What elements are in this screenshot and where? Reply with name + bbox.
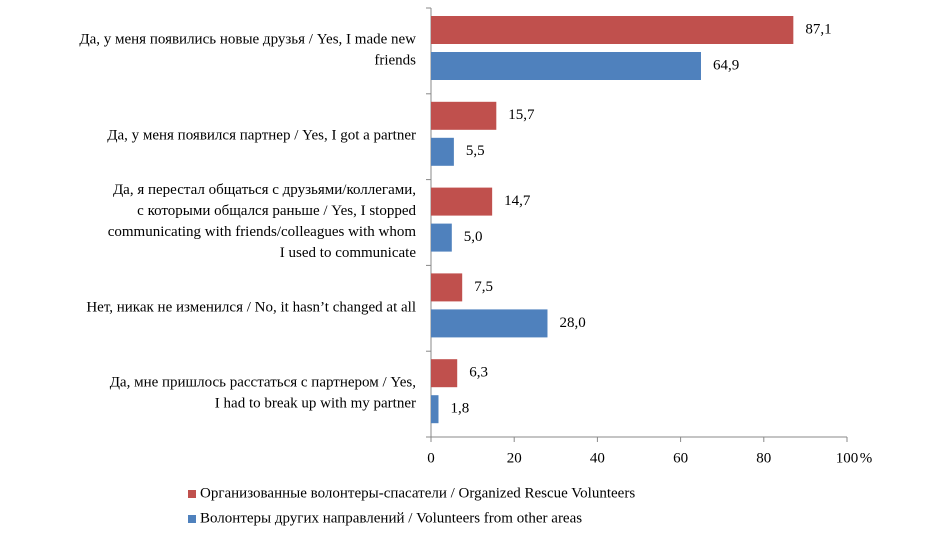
category-label-line: I had to break up with my partner	[215, 396, 416, 412]
x-tick-label: 0	[427, 450, 435, 466]
value-label: 15,7	[508, 107, 535, 123]
value-label: 64,9	[713, 57, 739, 73]
x-tick-label: 40	[590, 450, 605, 466]
category-label-line: communicating with friends/colleagues wi…	[108, 224, 417, 240]
value-label: 7,5	[474, 279, 493, 295]
value-label: 14,7	[504, 193, 531, 209]
category-label-line: Да, я перестал общаться с друзьями/колле…	[113, 182, 416, 198]
bar	[431, 359, 458, 388]
bar	[431, 309, 548, 338]
bar	[431, 395, 439, 424]
category-label-line: Нет, никак не изменился / No, it hasn’t …	[86, 300, 416, 316]
bar	[431, 101, 497, 130]
x-tick-label: 20	[507, 450, 522, 466]
category-label-line: I used to communicate	[280, 245, 417, 261]
category-label-line: Да, у меня появился партнер / Yes, I got…	[107, 128, 416, 144]
legend-swatch	[188, 515, 196, 523]
category-label: Да, у меня появился партнер / Yes, I got…	[107, 128, 416, 144]
value-label: 28,0	[559, 315, 585, 331]
x-axis-label: %	[860, 450, 873, 466]
category-label: Да, у меня появились новые друзья / Yes,…	[79, 32, 416, 69]
bar	[431, 223, 452, 252]
value-label: 87,1	[805, 21, 831, 37]
x-tick-label: 60	[673, 450, 688, 466]
category-label: Да, я перестал общаться с друзьями/колле…	[108, 182, 417, 261]
x-tick-label: 100	[836, 450, 859, 466]
value-label: 5,0	[464, 229, 483, 245]
bar	[431, 187, 493, 216]
category-label-line: Да, мне пришлось расстаться с партнером …	[110, 375, 416, 391]
category-label: Нет, никак не изменился / No, it hasn’t …	[86, 300, 416, 316]
category-label-line: friends	[374, 53, 416, 69]
legend-label: Организованные волонтеры-спасатели / Org…	[200, 485, 635, 501]
legend-label: Волонтеры других направлений / Volunteer…	[200, 510, 582, 526]
value-label: 5,5	[466, 143, 485, 159]
bar	[431, 137, 454, 166]
bar	[431, 273, 463, 302]
category-label: Да, мне пришлось расстаться с партнером …	[110, 375, 416, 412]
bar	[431, 16, 794, 44]
legend-swatch	[188, 490, 196, 498]
bar	[431, 52, 701, 80]
value-label: 1,8	[450, 401, 469, 417]
category-label-line: Да, у меня появились новые друзья / Yes,…	[79, 32, 416, 48]
category-label-line: с которыми общался раньше / Yes, I stopp…	[137, 203, 416, 219]
value-label: 6,3	[469, 365, 488, 381]
x-tick-label: 80	[756, 450, 771, 466]
